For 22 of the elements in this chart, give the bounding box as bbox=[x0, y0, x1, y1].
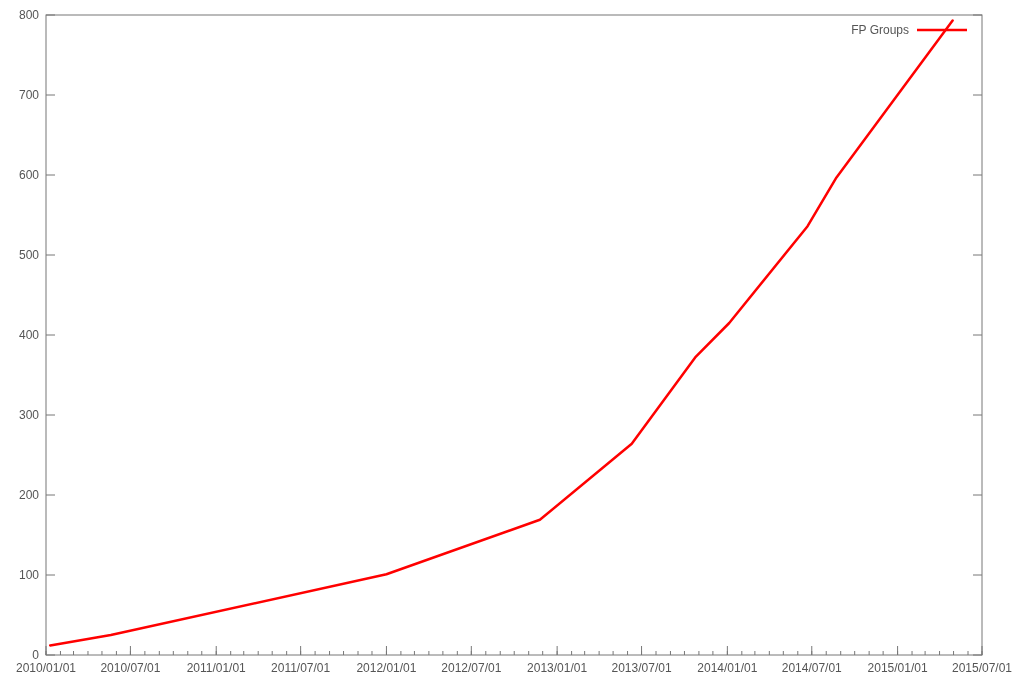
y-tick-label: 400 bbox=[18, 328, 40, 342]
x-tick-label: 2014/07/01 bbox=[781, 661, 843, 675]
y-tick-label: 600 bbox=[18, 168, 40, 182]
legend-label: FP Groups bbox=[851, 23, 909, 37]
x-tick-label: 2011/01/01 bbox=[186, 661, 247, 675]
x-tick-label: 2012/07/01 bbox=[441, 661, 502, 675]
y-tick-label: 700 bbox=[18, 88, 40, 102]
y-tick-label: 300 bbox=[18, 408, 40, 422]
y-tick-label: 800 bbox=[18, 8, 40, 22]
x-tick-label: 2015/01/01 bbox=[867, 661, 928, 675]
x-tick-label: 2010/01/01 bbox=[15, 661, 77, 675]
x-tick-label: 2013/07/01 bbox=[611, 661, 672, 675]
y-tick-label: 200 bbox=[18, 488, 40, 502]
x-tick-label: 2014/01/01 bbox=[697, 661, 758, 675]
x-tick-label: 2010/07/01 bbox=[100, 661, 161, 675]
x-tick-label: 2012/01/01 bbox=[356, 661, 417, 675]
y-tick-label: 100 bbox=[18, 568, 40, 582]
x-tick-label: 2013/01/01 bbox=[527, 661, 588, 675]
y-tick-label: 500 bbox=[18, 248, 40, 262]
y-tick-label: 0 bbox=[32, 648, 40, 662]
x-tick-label: 2011/07/01 bbox=[271, 661, 331, 675]
x-tick-label: 2015/07/01 bbox=[951, 661, 1013, 675]
